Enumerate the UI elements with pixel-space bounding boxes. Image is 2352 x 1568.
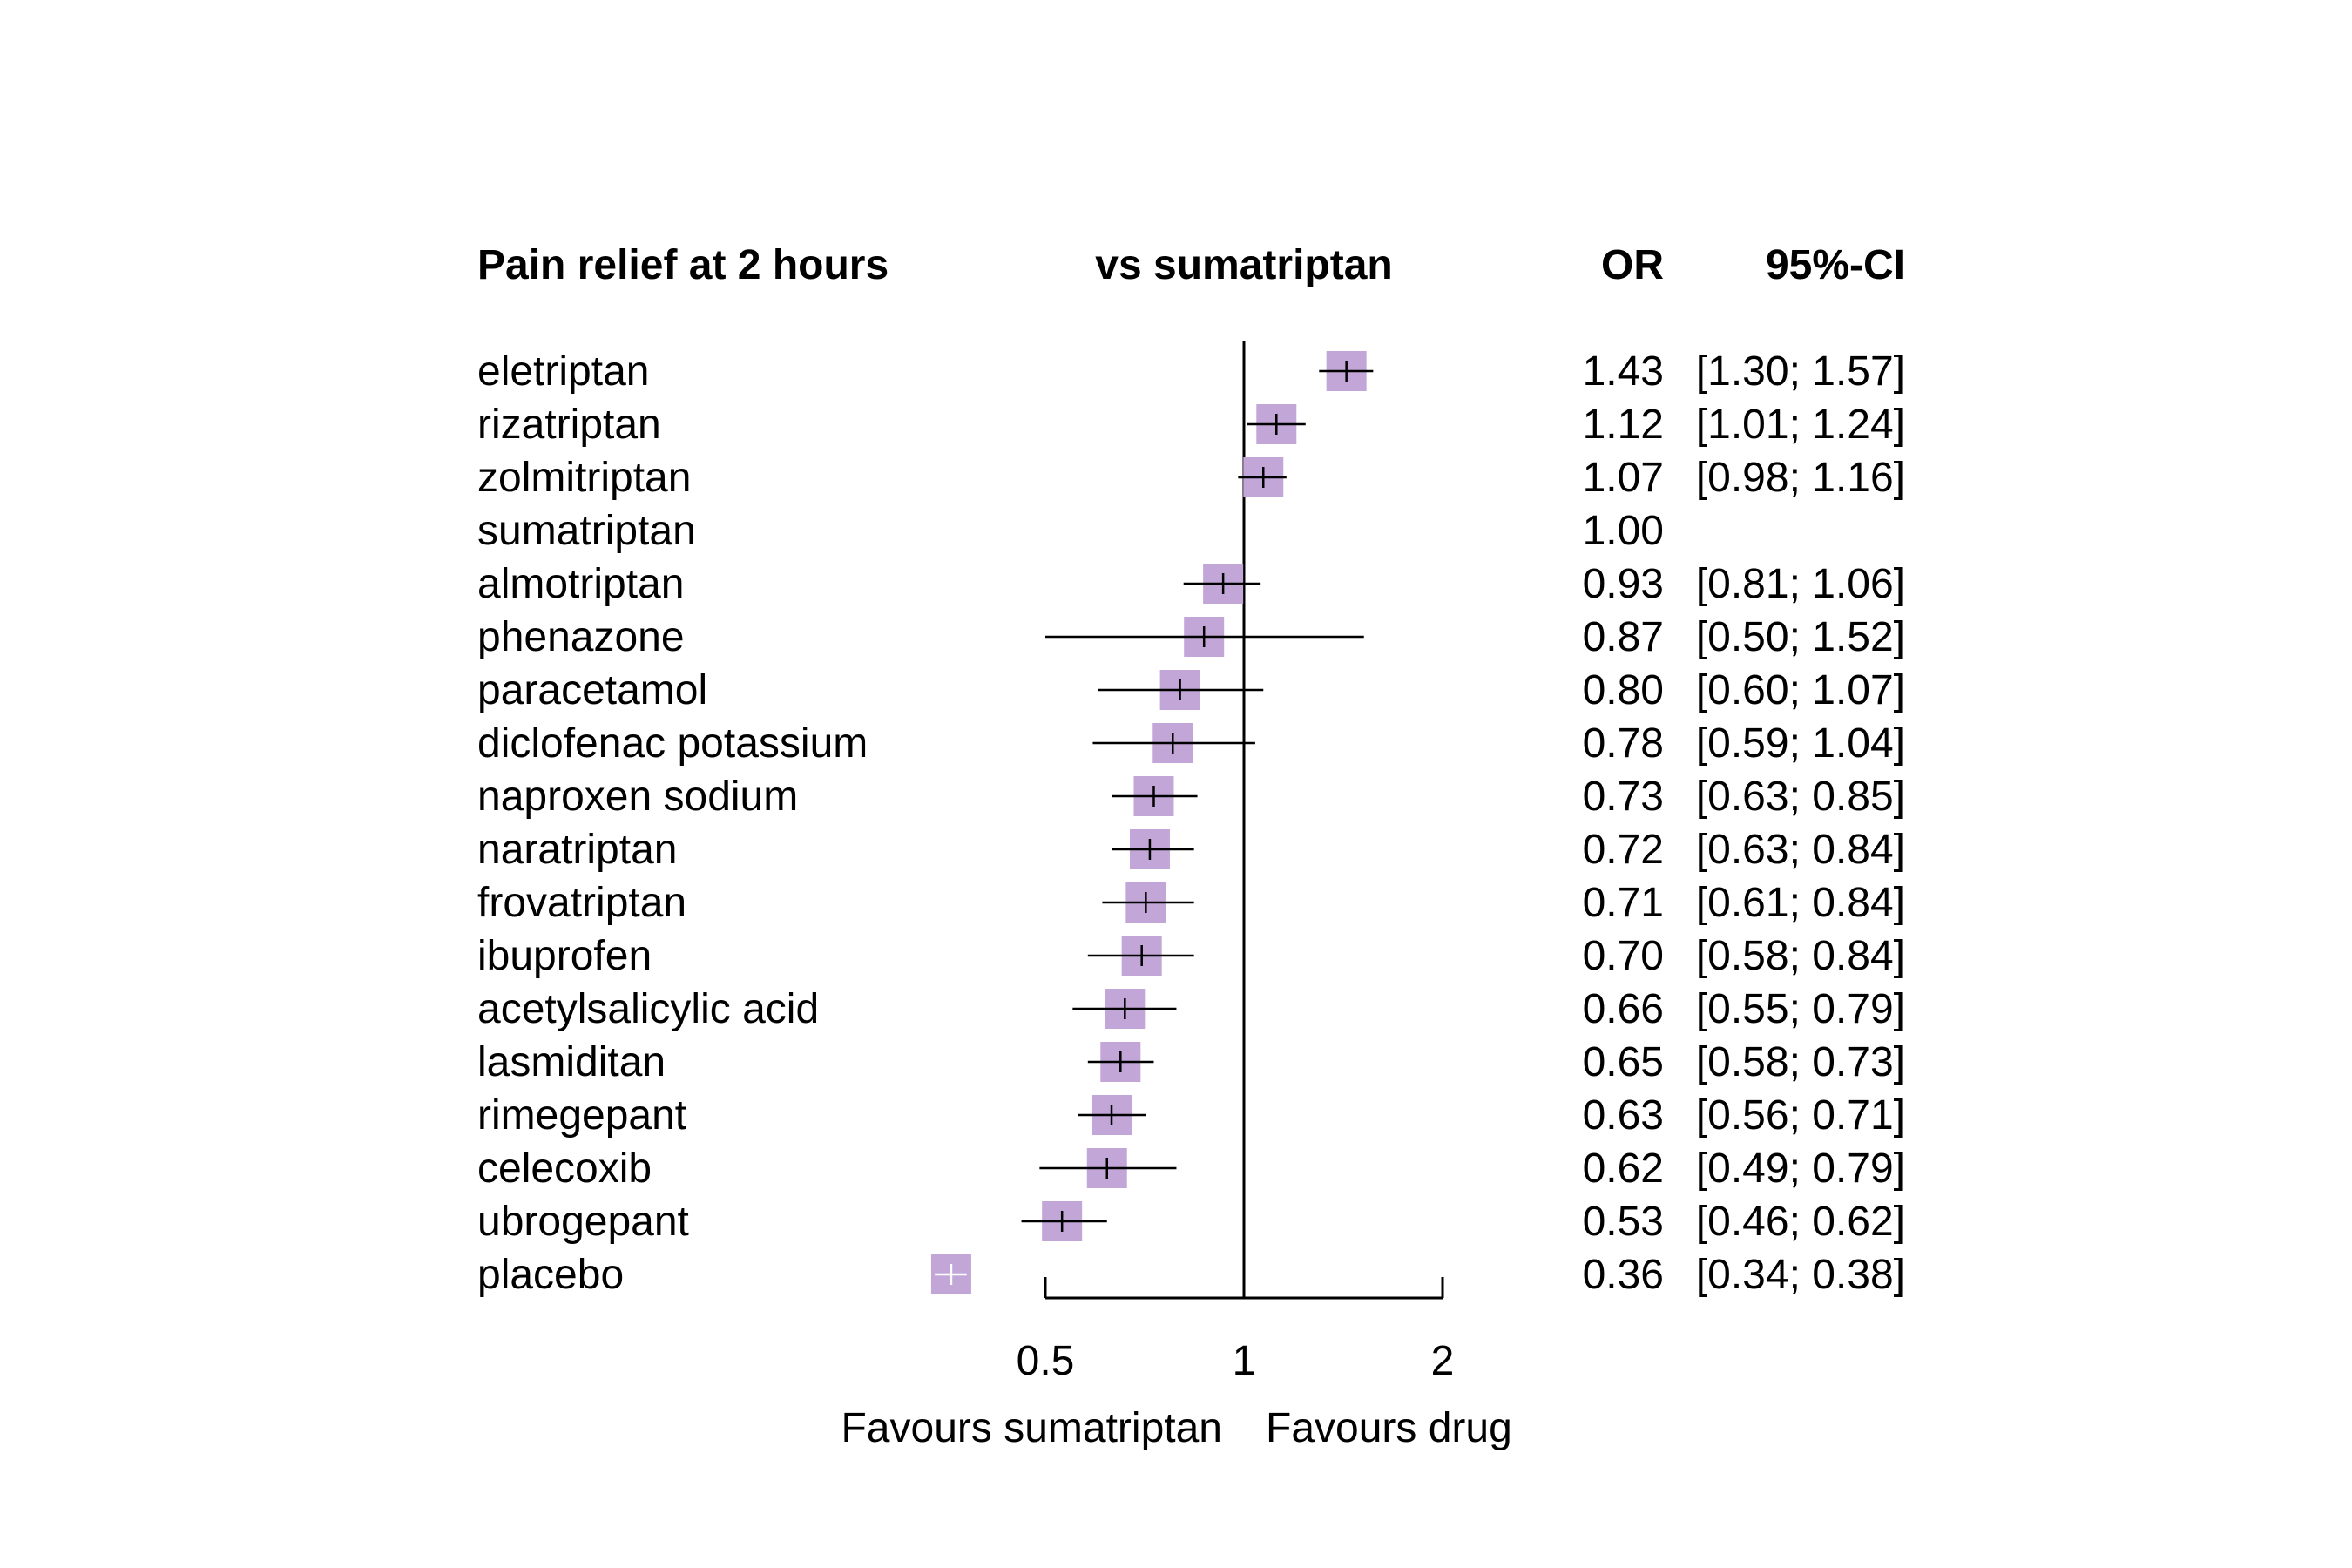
or-value-ubrogepant: 0.53 xyxy=(1583,1199,1664,1245)
row-label-paracetamol: paracetamol xyxy=(477,667,707,713)
or-value-lasmiditan: 0.65 xyxy=(1583,1039,1664,1085)
or-value-zolmitriptan: 1.07 xyxy=(1583,455,1664,501)
header-row: Pain relief at 2 hours vs sumatriptan OR… xyxy=(477,242,1905,288)
ci-value-diclofenac-potassium: [0.59; 1.04] xyxy=(1696,720,1905,767)
or-value-ibuprofen: 0.70 xyxy=(1583,933,1664,979)
or-value-almotriptan: 0.93 xyxy=(1583,561,1664,607)
or-value-frovatriptan: 0.71 xyxy=(1583,880,1664,926)
favours-right-label: Favours drug xyxy=(1266,1405,1512,1451)
study-rows: eletriptan 1.43 [1.30; 1.57] rizatriptan 1.1… xyxy=(477,348,1905,1298)
ci-value-paracetamol: [0.60; 1.07] xyxy=(1696,667,1905,713)
row-label-almotriptan: almotriptan xyxy=(477,561,684,607)
or-value-naproxen-sodium: 0.73 xyxy=(1583,774,1664,820)
x-tick-label-2: 2 xyxy=(1431,1338,1455,1384)
row-label-celecoxib: celecoxib xyxy=(477,1146,652,1192)
row-label-sumatriptan: sumatriptan xyxy=(477,508,696,554)
row-label-eletriptan: eletriptan xyxy=(477,348,649,395)
ci-header: 95%-CI xyxy=(1766,242,1905,288)
ci-value-placebo: [0.34; 0.38] xyxy=(1696,1252,1905,1298)
ci-value-almotriptan: [0.81; 1.06] xyxy=(1696,561,1905,607)
or-value-sumatriptan: 1.00 xyxy=(1583,508,1664,554)
or-value-eletriptan: 1.43 xyxy=(1583,348,1664,395)
or-value-placebo: 0.36 xyxy=(1583,1252,1664,1298)
x-axis: 0.5 1 2 xyxy=(1017,1277,1455,1384)
plot-title: Pain relief at 2 hours xyxy=(477,242,889,288)
row-label-ubrogepant: ubrogepant xyxy=(477,1199,689,1245)
ci-value-ubrogepant: [0.46; 0.62] xyxy=(1696,1199,1905,1245)
or-value-phenazone: 0.87 xyxy=(1583,614,1664,660)
row-label-phenazone: phenazone xyxy=(477,614,685,660)
favours-left-label: Favours sumatriptan xyxy=(841,1405,1222,1451)
or-value-acetylsalicylic-acid: 0.66 xyxy=(1583,986,1664,1032)
or-value-rizatriptan: 1.12 xyxy=(1583,402,1664,448)
or-value-naratriptan: 0.72 xyxy=(1583,827,1664,873)
comparison-header: vs sumatriptan xyxy=(1095,242,1392,288)
or-header: OR xyxy=(1601,242,1664,288)
row-label-acetylsalicylic-acid: acetylsalicylic acid xyxy=(477,986,819,1032)
or-value-celecoxib: 0.62 xyxy=(1583,1146,1664,1192)
row-label-diclofenac-potassium: diclofenac potassium xyxy=(477,720,868,767)
or-value-rimegepant: 0.63 xyxy=(1583,1092,1664,1139)
ci-value-naratriptan: [0.63; 0.84] xyxy=(1696,827,1905,873)
ci-value-naproxen-sodium: [0.63; 0.85] xyxy=(1696,774,1905,820)
ci-value-zolmitriptan: [0.98; 1.16] xyxy=(1696,455,1905,501)
ci-value-rizatriptan: [1.01; 1.24] xyxy=(1696,402,1905,448)
ci-value-celecoxib: [0.49; 0.79] xyxy=(1696,1146,1905,1192)
ci-value-frovatriptan: [0.61; 0.84] xyxy=(1696,880,1905,926)
x-tick-label-1: 1 xyxy=(1233,1338,1256,1384)
ci-value-rimegepant: [0.56; 0.71] xyxy=(1696,1092,1905,1139)
or-value-paracetamol: 0.80 xyxy=(1583,667,1664,713)
ci-value-eletriptan: [1.30; 1.57] xyxy=(1696,348,1905,395)
row-label-lasmiditan: lasmiditan xyxy=(477,1039,666,1085)
ci-value-lasmiditan: [0.58; 0.73] xyxy=(1696,1039,1905,1085)
row-label-ibuprofen: ibuprofen xyxy=(477,933,652,979)
ci-value-phenazone: [0.50; 1.52] xyxy=(1696,614,1905,660)
row-label-rimegepant: rimegepant xyxy=(477,1092,686,1139)
x-tick-label-0.5: 0.5 xyxy=(1017,1338,1075,1384)
row-label-frovatriptan: frovatriptan xyxy=(477,880,686,926)
ci-value-acetylsalicylic-acid: [0.55; 0.79] xyxy=(1696,986,1905,1032)
plot-marks xyxy=(930,341,1374,1298)
or-value-diclofenac-potassium: 0.78 xyxy=(1583,720,1664,767)
row-label-naproxen-sodium: naproxen sodium xyxy=(477,774,798,820)
row-label-placebo: placebo xyxy=(477,1252,624,1298)
row-label-naratriptan: naratriptan xyxy=(477,827,677,873)
row-label-rizatriptan: rizatriptan xyxy=(477,402,661,448)
row-label-zolmitriptan: zolmitriptan xyxy=(477,455,691,501)
ci-value-ibuprofen: [0.58; 0.84] xyxy=(1696,933,1905,979)
